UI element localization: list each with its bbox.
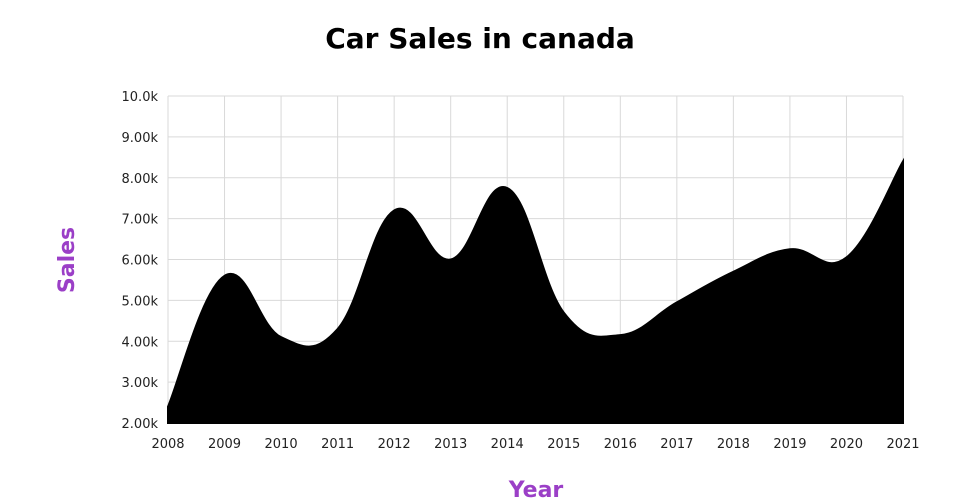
x-tick-label: 2014 [491, 437, 524, 452]
x-axis-title: Year [508, 478, 564, 500]
y-axis-title: Sales [55, 227, 80, 293]
x-tick-label: 2018 [717, 437, 750, 452]
y-tick-label: 9.00k [122, 131, 159, 146]
y-axis-ticks: 2.00k 3.00k 4.00k 5.00k 6.00k 7.00k 8.00k 9.00k… [122, 90, 159, 432]
x-axis-ticks: 2008 2009 2010 2011 2012 2013 2014 2015 2016 2017… [151, 437, 919, 452]
y-tick-label: 3.00k [122, 376, 159, 391]
y-tick-label: 5.00k [122, 294, 159, 309]
y-tick-label: 4.00k [122, 335, 159, 350]
chart-title: Car Sales in canada [325, 22, 635, 55]
x-tick-label: 2011 [321, 437, 354, 452]
y-tick-label: 7.00k [122, 213, 159, 228]
x-tick-label: 2010 [265, 437, 298, 452]
y-tick-label: 2.00k [122, 417, 159, 432]
x-tick-label: 2013 [434, 437, 467, 452]
x-tick-label: 2009 [208, 437, 241, 452]
x-tick-label: 2016 [604, 437, 637, 452]
x-tick-label: 2019 [773, 437, 806, 452]
x-tick-label: 2020 [830, 437, 863, 452]
y-tick-label: 10.0k [122, 90, 159, 105]
y-tick-label: 6.00k [122, 254, 159, 269]
x-tick-label: 2012 [378, 437, 411, 452]
x-tick-label: 2015 [547, 437, 580, 452]
x-tick-label: 2008 [151, 437, 184, 452]
sales-area [167, 157, 904, 424]
y-tick-label: 8.00k [122, 172, 159, 187]
x-tick-label: 2021 [886, 437, 919, 452]
x-tick-label: 2017 [660, 437, 693, 452]
